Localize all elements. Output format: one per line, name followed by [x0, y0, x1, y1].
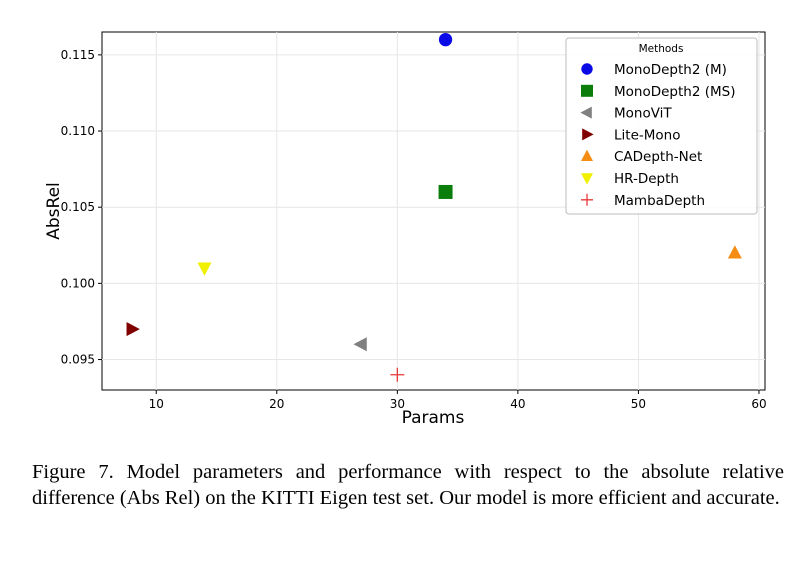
x-tick-label: 40 — [510, 397, 525, 411]
legend-marker-monodepth2-ms — [581, 84, 593, 97]
legend-marker-mambadepth — [581, 193, 593, 206]
figure-caption: Figure 7. Model parameters and performan… — [32, 461, 784, 509]
x-tick-label: 10 — [149, 397, 164, 411]
legend-label-monodepth2-m: MonoDepth2 (M) — [614, 62, 727, 78]
legend-marker-monodepth2-m — [581, 63, 593, 75]
point-hr-depth — [197, 262, 212, 276]
x-tick-label: 30 — [390, 397, 405, 411]
data-points — [126, 32, 742, 382]
legend-label-mambadepth: MambaDepth — [614, 193, 705, 209]
point-monodepth2-m — [438, 32, 453, 47]
x-tick-label: 20 — [269, 397, 284, 411]
point-cadepth-net — [727, 245, 742, 259]
plot-area — [101, 31, 766, 391]
y-tick-label: 0.115 — [61, 48, 95, 62]
scatter-chart: 10 20 30 40 50 60 0.095 0.100 0.105 0.110 0.115 P… — [44, 31, 767, 428]
legend-title: Methods — [639, 43, 684, 55]
legend-label-lite-mono: Lite-Mono — [614, 127, 680, 143]
legend-marker-hr-depth — [581, 173, 593, 185]
legend-marker-lite-mono — [582, 128, 594, 141]
legend-items: MonoDepth2 (M) MonoDepth2 (MS) MonoViT Lite… — [580, 62, 735, 209]
y-axis-title: AbsRel — [44, 182, 64, 240]
x-axis-ticks: 10 20 30 40 50 60 — [149, 390, 767, 411]
legend-marker-cadepth-net — [581, 149, 593, 161]
point-monodepth2-ms — [438, 184, 453, 199]
legend-label-monovit: MonoViT — [614, 106, 672, 122]
y-axis-ticks: 0.095 0.100 0.105 0.110 0.115 — [61, 48, 102, 367]
x-tick-label: 50 — [631, 397, 646, 411]
y-tick-label: 0.110 — [61, 124, 95, 138]
legend-label-monodepth2-ms: MonoDepth2 (MS) — [614, 84, 735, 100]
y-tick-label: 0.100 — [61, 276, 95, 290]
y-tick-label: 0.095 — [61, 353, 95, 367]
legend-box — [565, 37, 758, 215]
point-mambadepth — [390, 367, 405, 382]
x-tick-label: 60 — [751, 397, 766, 411]
point-monovit — [353, 337, 367, 352]
point-lite-mono — [126, 322, 140, 337]
legend-label-cadepth-net: CADepth-Net — [614, 149, 702, 165]
legend-marker-monovit — [580, 106, 592, 119]
legend: Methods MonoDepth2 (M)MonoDepth2 (MS)Mon… — [565, 37, 758, 215]
legend-label-hr-depth: HR-Depth — [614, 171, 679, 187]
x-axis-title: Params — [402, 408, 465, 428]
y-tick-label: 0.105 — [61, 200, 95, 214]
